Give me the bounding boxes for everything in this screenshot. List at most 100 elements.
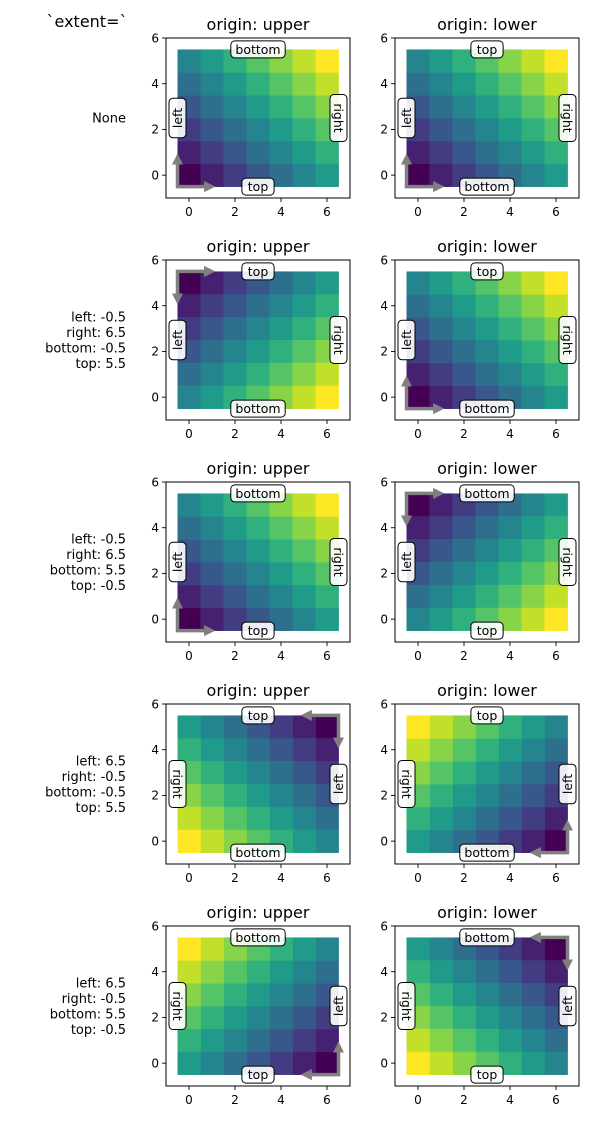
x-tick-label: 6 <box>323 871 331 885</box>
edge-label-top: top <box>241 621 275 640</box>
y-tick-label: 4 <box>380 743 388 757</box>
edge-label-right-box <box>558 538 577 586</box>
x-tick-label: 2 <box>231 871 239 885</box>
heatmap-cell <box>498 1051 522 1075</box>
origin-arrow <box>300 1041 345 1081</box>
heatmap-cell <box>223 738 247 762</box>
y-tick-label: 0 <box>380 612 388 626</box>
heatmap-cell <box>246 317 270 341</box>
heatmap-cell <box>429 539 453 563</box>
x-tick-label: 2 <box>460 649 468 663</box>
edge-label-right: right <box>329 316 348 364</box>
y-tick-label: 6 <box>151 919 159 933</box>
x-tick-label: 4 <box>277 205 285 219</box>
edge-label-right: right <box>329 538 348 586</box>
heatmap-cell <box>406 738 430 762</box>
row-label-line: bottom: -0.5 <box>45 785 126 800</box>
heatmap-cell <box>429 118 453 142</box>
heatmap-cell <box>498 317 522 341</box>
edge-label-right-box <box>329 538 348 586</box>
x-tick-label: 6 <box>323 1093 331 1107</box>
heatmap-cell <box>544 1051 568 1075</box>
heatmap-cell <box>315 1051 339 1075</box>
heatmap-cell <box>498 340 522 364</box>
heatmap-cell <box>475 362 499 387</box>
heatmap-cell <box>177 738 201 762</box>
edge-label-left: left <box>397 319 416 361</box>
row-label-line: top: 5.5 <box>76 801 127 816</box>
heatmap-cell <box>521 294 545 318</box>
x-tick-label: 2 <box>231 427 239 441</box>
heatmap-cell <box>177 607 201 631</box>
y-tick-label: 2 <box>151 567 159 581</box>
heatmap-cell <box>406 715 430 739</box>
heatmap-cell <box>246 294 270 318</box>
edge-label-left: left <box>168 319 187 361</box>
x-tick-label: 0 <box>414 1093 422 1107</box>
heatmap-cell <box>452 1006 476 1030</box>
heatmap-cell <box>292 294 316 318</box>
row-label-line: top: -0.5 <box>71 1023 126 1038</box>
heatmap-cell <box>177 516 201 540</box>
heatmap-cell <box>521 140 545 165</box>
panel-title: origin: upper <box>207 15 310 34</box>
heatmap-cell <box>521 72 545 96</box>
panel-3-upper: 0 2 4 6 0 2 4 6 origin: upper left right top bottom <box>151 459 351 663</box>
heatmap-cell <box>521 715 545 739</box>
heatmap-cell <box>406 294 430 318</box>
heatmap-cell <box>269 140 293 165</box>
heatmap-cell <box>521 761 545 785</box>
x-tick-label: 6 <box>552 427 560 441</box>
y-tick-label: 2 <box>151 1011 159 1025</box>
heatmap-cell <box>475 294 499 318</box>
row-label-line: None <box>92 112 126 127</box>
heatmap-cell <box>498 294 522 318</box>
edge-label-left-box <box>397 541 416 583</box>
edge-label-top-text: top <box>248 1067 269 1082</box>
heatmap-cell <box>269 516 293 540</box>
heatmap-cell <box>475 95 499 119</box>
heatmap-cell <box>429 1051 453 1075</box>
edge-label-right-text: right <box>170 991 185 1020</box>
heatmap-cell <box>429 738 453 762</box>
heatmap-cell <box>292 385 316 409</box>
heatmap-cell <box>429 271 453 295</box>
heatmap-cell <box>406 829 430 853</box>
heatmap-cell <box>292 163 316 187</box>
heatmap-cell <box>475 118 499 142</box>
heatmap-cell <box>544 140 568 165</box>
axes-frame <box>394 925 580 1087</box>
edge-label-bottom-text: bottom <box>464 845 509 860</box>
heatmap-cell <box>315 516 339 540</box>
heatmap-cell <box>498 584 522 609</box>
x-tick-label: 0 <box>185 205 193 219</box>
heatmap-cell <box>177 385 201 409</box>
edge-label-left: left <box>168 97 187 139</box>
edge-label-right-text: right <box>560 103 575 132</box>
heatmap-cell <box>521 784 545 808</box>
x-tick-label: 2 <box>460 1093 468 1107</box>
edge-label-right: right <box>558 538 577 586</box>
heatmap-cell <box>521 1051 545 1075</box>
axes-frame <box>394 259 580 421</box>
heatmap-cell <box>498 118 522 142</box>
edge-label-bottom-box <box>230 843 286 862</box>
edge-label-left-text: left <box>170 552 185 572</box>
row-label-line: left: 6.5 <box>76 976 126 991</box>
edge-label-bottom: bottom <box>230 484 286 503</box>
heatmap-cell <box>200 960 224 984</box>
panel-title: origin: lower <box>437 903 537 922</box>
heatmap-cell <box>177 294 201 318</box>
y-tick-label: 2 <box>151 789 159 803</box>
heatmap-cell <box>315 72 339 96</box>
row-label-line: right: -0.5 <box>62 992 126 1007</box>
heatmap-cell <box>246 140 270 165</box>
heatmap-cell <box>269 95 293 119</box>
panel-title: origin: lower <box>437 237 537 256</box>
edge-label-left: left <box>329 985 348 1027</box>
axes-frame <box>165 259 351 421</box>
edge-label-left-box <box>168 319 187 361</box>
heatmap-cell <box>223 715 247 739</box>
edge-label-top-text: top <box>248 264 269 279</box>
heatmap-cell <box>292 95 316 119</box>
